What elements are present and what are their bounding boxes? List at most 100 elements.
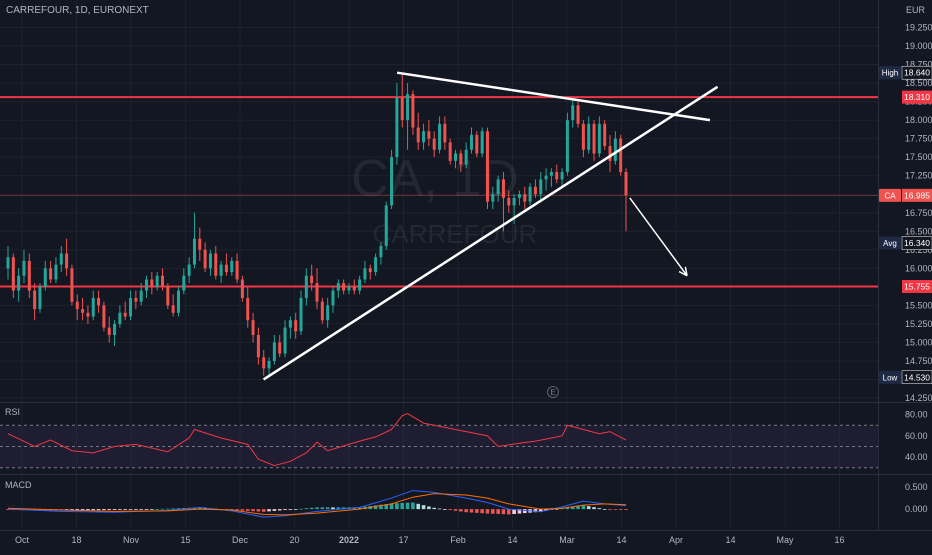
candle-body: [331, 290, 335, 306]
macd-histogram-bar: [475, 509, 479, 513]
candle: [342, 279, 346, 295]
candle-body: [592, 123, 596, 154]
candle-body: [539, 179, 543, 195]
macd-histogram-bar: [565, 507, 570, 510]
badge-value-bg: [901, 65, 932, 80]
candle: [182, 268, 186, 295]
candle: [549, 168, 553, 187]
trend-drawings[interactable]: [262, 71, 719, 381]
candle: [192, 212, 196, 269]
macd-histogram-bar: [315, 507, 319, 510]
macd-histogram-bar: [261, 509, 266, 512]
macd-histogram-bar: [283, 509, 287, 511]
price-tick: 16.750: [905, 208, 932, 218]
macd-histogram-bar: [176, 508, 181, 510]
candle: [262, 349, 266, 376]
macd-histogram-bar: [506, 509, 511, 515]
macd-histogram-bar: [272, 509, 277, 511]
macd-histogram-bar: [331, 507, 335, 510]
candle-body: [299, 297, 303, 332]
macd-histogram-bar: [608, 509, 612, 510]
candle: [406, 83, 410, 150]
candle: [22, 249, 26, 284]
candle: [59, 246, 63, 273]
macd-histogram-bar: [618, 509, 623, 510]
candle: [214, 246, 218, 280]
candle: [81, 297, 85, 321]
candle: [315, 268, 319, 310]
candle: [581, 120, 585, 158]
candle-body: [155, 275, 159, 287]
badge-label: High: [882, 69, 898, 78]
candle: [565, 112, 569, 176]
macd-histogram-bar: [576, 505, 580, 510]
macd-histogram-bar: [459, 509, 463, 512]
time-axis[interactable]: Oct 18 Nov 15 Dec 20 2022 17 Feb 14 Mar 14 Apr 14 May 1…: [15, 535, 845, 545]
macd-histogram-bar: [432, 507, 437, 510]
candle: [608, 134, 612, 172]
candle-body: [347, 286, 351, 291]
candle-body: [198, 238, 202, 250]
candle: [65, 238, 69, 276]
candle: [496, 175, 500, 202]
macd-histogram-bar: [245, 509, 250, 511]
candle: [17, 268, 21, 302]
macd-panel[interactable]: 0.500 0.000: [6, 482, 928, 518]
price-badge: CA 16.985: [879, 188, 932, 202]
candle: [230, 257, 234, 276]
candle-body: [59, 253, 63, 265]
candle: [459, 149, 463, 172]
macd-histogram-bar: [421, 505, 426, 510]
candle: [576, 101, 580, 128]
candle: [528, 183, 532, 206]
badge-value: 18.640: [904, 68, 930, 78]
trendline-support: [262, 85, 719, 381]
candle-body: [97, 297, 101, 306]
badge-label-bg: [879, 66, 901, 80]
candle-body: [320, 301, 324, 321]
candle-body: [49, 268, 53, 280]
candle: [395, 83, 399, 165]
earnings-icon[interactable]: E: [547, 386, 559, 398]
candle: [470, 127, 473, 154]
candle-body: [544, 175, 548, 180]
candle: [390, 149, 394, 210]
candle-body: [496, 179, 500, 195]
price-axis[interactable]: 19.25019.00018.75018.50018.25018.00017.7…: [879, 0, 932, 403]
candle: [443, 116, 447, 150]
macd-tick: 0.500: [905, 482, 928, 492]
macd-histogram-bar: [480, 509, 484, 514]
candle: [501, 171, 505, 232]
time-tick: 20: [289, 535, 299, 545]
macd-histogram-bar: [86, 509, 90, 511]
macd-histogram-bar: [256, 509, 261, 512]
candle-body: [533, 186, 537, 195]
candle: [304, 268, 308, 306]
macd-histogram-bar: [277, 509, 282, 511]
candle-body: [400, 97, 404, 121]
badge-label-bg: [879, 188, 901, 202]
candle-body: [390, 157, 394, 206]
macd-histogram-bar: [512, 509, 516, 514]
candle-body: [240, 279, 244, 298]
macd-histogram-bar: [197, 507, 202, 510]
candle-body: [166, 286, 170, 306]
candle: [422, 123, 426, 150]
macd-histogram-bar: [299, 508, 303, 510]
candle-body: [129, 297, 133, 317]
candle-body: [70, 268, 74, 302]
macd-histogram-bar: [304, 508, 309, 510]
candlestick-series[interactable]: [6, 72, 628, 378]
candle-body: [501, 179, 505, 198]
badge-value: 18.310: [904, 92, 930, 102]
price-tick: 14.250: [905, 393, 932, 403]
candle: [107, 316, 111, 343]
candle-body: [597, 123, 601, 154]
rsi-panel[interactable]: 80.00 60.00 40.00: [0, 410, 928, 469]
macd-histogram-bar: [134, 509, 138, 510]
macd-histogram-bar: [581, 505, 586, 510]
macd-histogram-bar: [570, 506, 575, 510]
badge-label: Low: [883, 373, 898, 382]
